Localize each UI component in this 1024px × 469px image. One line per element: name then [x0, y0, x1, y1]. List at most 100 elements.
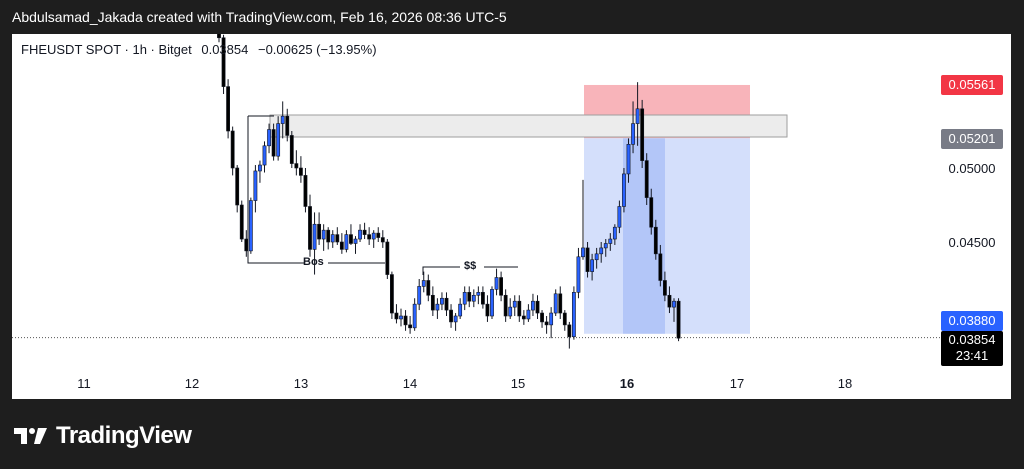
candle-up [599, 247, 604, 255]
candle-up [594, 253, 599, 261]
candle-up [571, 292, 576, 338]
symbol-legend: FHEUSDT SPOT · 1h · Bitget 0.03854 −0.00… [21, 42, 377, 57]
candle-down [271, 129, 276, 157]
candle-up [603, 243, 608, 249]
candle-up [531, 300, 535, 311]
bos-annotation: Bos [303, 256, 324, 268]
candle-down [558, 293, 563, 314]
candle-up [312, 223, 317, 250]
y-tick-label: 0.05000 [948, 161, 996, 176]
x-tick-label-current: 16 [619, 376, 635, 391]
y-tick-label: 0.04500 [948, 235, 996, 250]
entry-price-tag: 0.05201 [941, 129, 1003, 149]
candle-down [376, 232, 381, 238]
candle-down [540, 312, 544, 323]
candle-up [626, 144, 631, 175]
candle-down [362, 229, 367, 235]
candle-down [444, 297, 449, 311]
candle-down [503, 294, 508, 317]
candle-down [285, 115, 290, 136]
profit-target-zone [584, 138, 750, 334]
tradingview-brand: TradingView [56, 422, 192, 449]
candle-up [276, 123, 281, 157]
candle-down [517, 300, 522, 317]
candlestick-chart [12, 34, 941, 349]
candle-up [549, 312, 554, 326]
candle-up [590, 259, 595, 272]
candle-down [403, 315, 408, 326]
candle-down [239, 204, 244, 240]
candle-up [526, 309, 531, 320]
candle-up [353, 238, 358, 244]
candle-up [280, 115, 285, 124]
candle-up [440, 297, 444, 305]
candle-up [635, 108, 640, 124]
legend-change: −0.00625 (−13.95%) [257, 42, 377, 57]
candle-up [248, 200, 253, 252]
candle-up [612, 226, 617, 240]
candle-down [394, 312, 399, 320]
candle-up [330, 234, 335, 243]
candle-down [349, 234, 353, 244]
x-tick-label: 14 [402, 376, 418, 391]
candle-down [408, 324, 413, 329]
candle-up [490, 289, 494, 317]
candle-down [499, 277, 504, 296]
candle-down [449, 309, 453, 323]
candle-up [344, 234, 349, 250]
x-tick-label: 11 [77, 376, 91, 391]
last-price-tag: 0.03854 23:41 [941, 331, 1003, 366]
legend-symbol: FHEUSDT SPOT · 1h · Bitget [21, 42, 192, 57]
candle-down [335, 234, 340, 243]
supply-zone [269, 114, 788, 138]
bos-left-line [247, 116, 304, 264]
candle-down [658, 253, 663, 281]
candle-down [226, 86, 231, 132]
candle-down [244, 238, 249, 252]
x-tick-label: 15 [510, 376, 526, 391]
candle-up [321, 229, 326, 240]
x-tick-label: 12 [184, 376, 200, 391]
candle-down [567, 324, 572, 338]
candle-up [253, 170, 258, 201]
candle-down [294, 163, 299, 169]
tradingview-footer: TradingView [14, 422, 192, 450]
stop-price-tag: 0.05561 [941, 75, 1003, 95]
candle-down [521, 315, 526, 320]
candle-up [462, 292, 467, 305]
liquidity-annotation: $$ [464, 260, 477, 272]
candle-up [371, 232, 376, 240]
candle-up [358, 229, 362, 240]
candle-up [458, 303, 463, 317]
candle-up [494, 277, 499, 290]
candle-up [412, 303, 417, 329]
x-tick-label: 13 [293, 376, 309, 391]
candle-down [308, 206, 312, 250]
candle-up [267, 129, 271, 147]
chart-panel[interactable]: FHEUSDT SPOT · 1h · Bitget 0.03854 −0.00… [12, 34, 1011, 399]
bar-countdown: 23:41 [955, 348, 989, 363]
candle-down [235, 167, 240, 206]
candle-down [221, 37, 226, 87]
candle-up [399, 315, 403, 320]
candle-up [258, 164, 262, 172]
tradingview-logo-icon [14, 428, 47, 444]
candle-down [317, 223, 322, 240]
candle-down [367, 234, 372, 240]
candle-down [649, 197, 654, 228]
candle-down [426, 280, 431, 296]
candle-up [417, 286, 422, 305]
liquidity-left-line [422, 266, 460, 275]
chart-credit: Abdulsamad_Jakada created with TradingVi… [12, 9, 507, 25]
candle-down [298, 167, 303, 176]
candle-up [476, 292, 481, 296]
candle-down [380, 237, 385, 243]
target-price-tag: 0.03880 [941, 311, 1003, 331]
candle-up [631, 123, 635, 145]
candle-up [581, 247, 585, 258]
candle-up [435, 303, 440, 311]
candle-down [389, 274, 394, 314]
candle-up [553, 293, 558, 314]
candle-down [535, 300, 540, 314]
candle-down [544, 321, 549, 326]
